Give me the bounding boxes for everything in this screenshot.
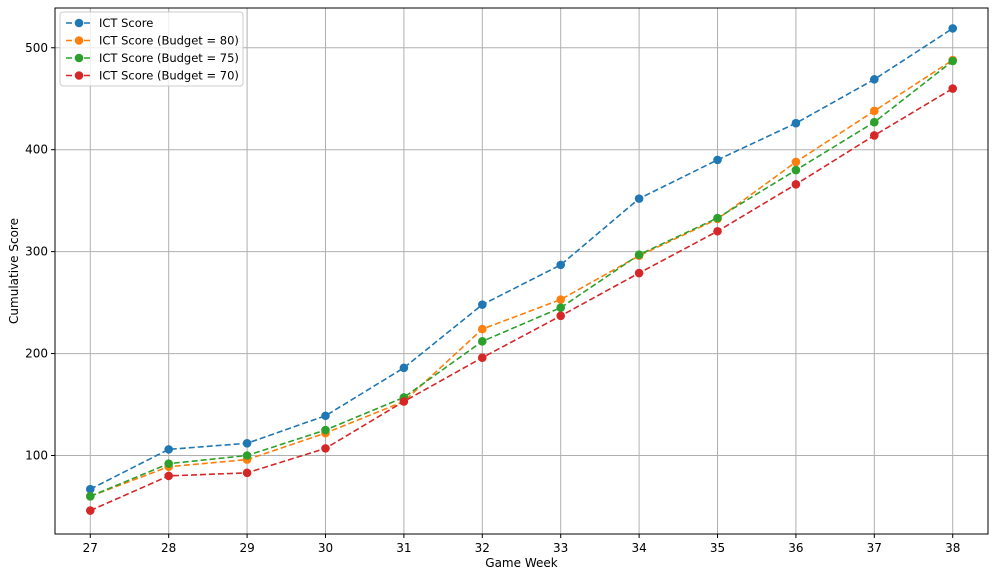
legend-label: ICT Score (Budget = 75) [99,51,239,65]
data-point [477,300,487,309]
data-point [556,295,566,304]
legend: ICT Score ICT Score (Budget = 80) ICT Scor… [59,11,244,87]
data-point [85,484,95,494]
y-tick-label: 400 [25,143,48,157]
y-tick-label: 500 [25,41,48,55]
y-tick-label: 100 [25,449,48,463]
x-tick-label: 34 [631,541,646,555]
plot-frame [54,7,989,535]
data-point [477,353,487,362]
data-point [948,84,958,93]
data-point [791,165,801,175]
legend-label: ICT Score [99,16,153,30]
data-point [85,506,95,515]
data-point [948,24,958,33]
x-axis-label: Game Week [485,556,557,570]
data-point [713,213,722,223]
legend-swatch-marker [74,36,84,45]
data-point [477,324,487,334]
legend-item: ICT Score (Budget = 75) [66,51,239,65]
data-point [870,131,879,140]
y-axis-label: Cumulative Score [7,218,21,324]
ticks: 27 28 29 30 31 32 33 34 35 36 37 38 100 200 300 400 500 [25,41,960,555]
legend-item: ICT Score (Budget = 70) [66,69,239,83]
data-point [791,118,801,128]
x-tick-label: 31 [396,541,411,555]
data-point [634,250,644,259]
legend-swatch-marker [74,18,84,28]
legend-swatch-marker [74,53,84,63]
x-tick-label: 32 [475,541,490,555]
x-tick-label: 28 [161,541,176,555]
data-point [556,303,566,312]
data-point [164,471,173,481]
x-tick-label: 37 [867,541,882,555]
data-point [321,425,330,435]
data-point [870,106,879,116]
series-line [89,87,954,512]
y-tick-label: 300 [25,245,48,259]
legend-label: ICT Score (Budget = 70) [99,69,239,83]
data-point [870,75,879,84]
data-point [791,180,801,189]
data-point [870,117,879,127]
series-3 [85,56,958,501]
data-point [164,445,173,454]
x-tick-label: 36 [788,541,803,555]
x-tick-label: 35 [710,541,725,555]
data-point [713,226,722,236]
data-point [321,411,330,421]
data-point [713,155,722,165]
legend-box [59,11,244,87]
series-4 [85,84,958,515]
data-point [242,451,252,460]
data-point [85,491,95,501]
data-point [556,311,566,321]
x-tick-label: 29 [239,541,254,555]
data-point [948,56,958,66]
data-point [399,363,409,373]
data-point [242,468,252,478]
series-line [89,27,954,490]
data-point [399,397,409,406]
x-tick-label: 38 [945,541,960,555]
x-tick-label: 33 [553,541,568,555]
data-point [556,260,566,270]
data-point [634,268,644,278]
data-point [634,194,644,203]
series-2 [85,55,958,501]
data-point [321,444,330,453]
data-point [791,157,801,167]
legend-swatch-marker [74,71,84,80]
series-line [89,59,954,498]
legend-label: ICT Score (Budget = 80) [99,34,239,48]
series-1 [85,24,958,494]
series-line [89,60,954,498]
data-point [242,438,252,448]
legend-item: ICT Score (Budget = 80) [66,34,239,48]
grid [55,8,988,534]
data-point [477,337,487,346]
x-tick-label: 30 [318,541,333,555]
y-tick-label: 200 [25,347,48,361]
legend-item: ICT Score [66,16,153,30]
series-layer [85,24,958,515]
x-tick-label: 27 [83,541,98,555]
data-point [164,459,173,468]
